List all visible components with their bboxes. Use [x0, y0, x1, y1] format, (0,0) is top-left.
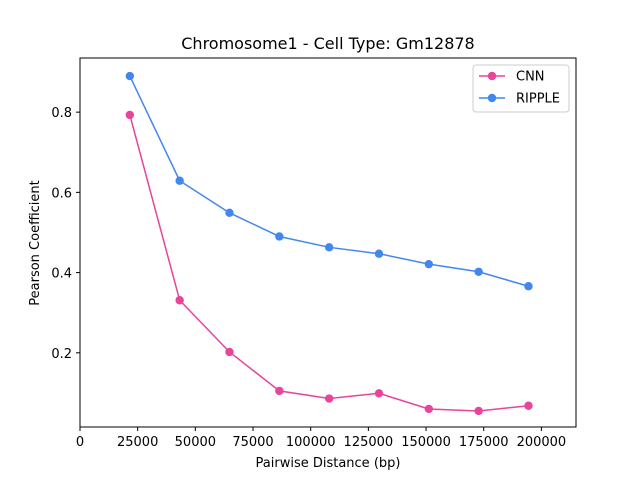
data-point-ripple [524, 282, 533, 291]
y-tick-label: 0.2 [51, 347, 72, 362]
data-point-ripple [225, 208, 234, 218]
data-point-cnn [374, 389, 384, 398]
x-tick-label: 50000 [175, 435, 216, 450]
legend-marker-ripple [487, 93, 497, 103]
y-tick-label: 0.4 [51, 267, 72, 282]
data-point-ripple [275, 232, 284, 241]
data-point-cnn [474, 406, 483, 416]
x-tick-label: 100000 [286, 435, 336, 450]
data-point-ripple [374, 249, 384, 258]
series-layer [125, 71, 533, 416]
legend: CNN RIPPLE [472, 64, 570, 113]
legend-marker-cnn [487, 71, 497, 81]
data-point-ripple [175, 176, 184, 185]
x-tick-label: 125000 [344, 435, 394, 450]
x-tick-label: 150000 [401, 435, 451, 450]
data-point-cnn [275, 386, 284, 396]
x-tick-label: 75000 [232, 435, 273, 450]
data-point-cnn [225, 347, 234, 357]
data-point-cnn [125, 110, 135, 120]
x-tick-label: 200000 [517, 435, 567, 450]
chart-title: Chromosome1 - Cell Type: Gm12878 [181, 34, 474, 53]
y-axis: 0.2 0.4 0.6 0.8 [51, 106, 80, 362]
data-point-ripple [125, 71, 135, 81]
x-tick-label: 0 [76, 435, 84, 450]
legend-label-ripple: RIPPLE [516, 92, 560, 107]
y-tick-label: 0.8 [51, 106, 72, 121]
data-point-ripple [424, 259, 434, 269]
y-axis-label: Pearson Coefficient [28, 180, 43, 305]
x-axis-label: Pairwise Distance (bp) [256, 456, 401, 471]
data-point-cnn [524, 401, 533, 410]
legend-label-cnn: CNN [516, 70, 545, 85]
x-axis: 0 25000 50000 75000 100000 125000 150000 175000… [76, 427, 566, 450]
data-point-cnn [424, 404, 434, 414]
data-point-ripple [474, 267, 483, 276]
x-tick-label: 25000 [117, 435, 158, 450]
y-tick-label: 0.6 [51, 186, 72, 201]
x-tick-label: 175000 [459, 435, 509, 450]
data-point-cnn [175, 296, 184, 305]
data-point-ripple [324, 243, 334, 252]
data-point-cnn [324, 394, 334, 403]
plot-area [79, 57, 577, 428]
